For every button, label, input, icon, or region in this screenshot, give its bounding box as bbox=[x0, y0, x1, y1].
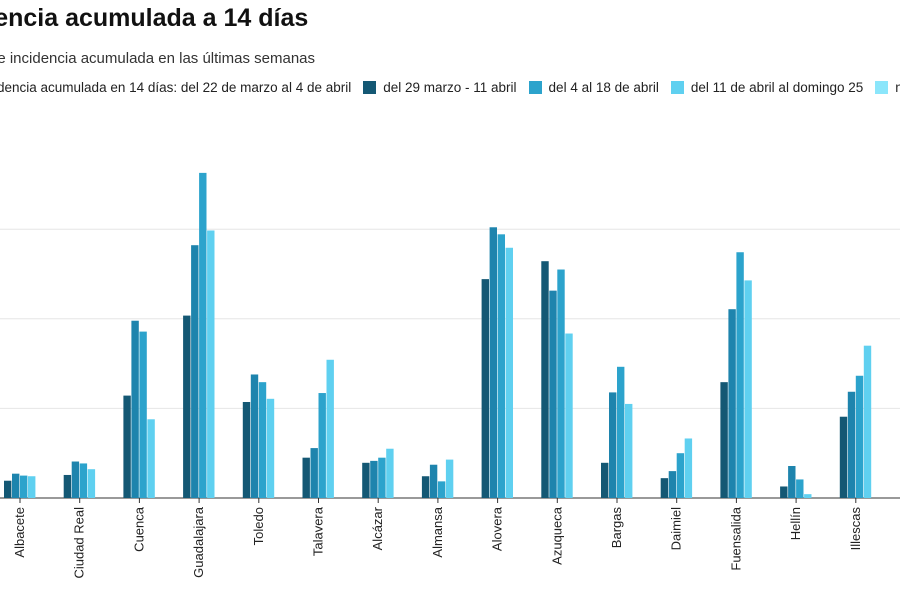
legend-label-1: idencia acumulada en 14 días: del 22 de … bbox=[0, 80, 352, 95]
bar-almansa-series-4 bbox=[445, 459, 454, 498]
x-tick-label-toledo: Toledo bbox=[251, 507, 266, 545]
bar-alc-zar-series-4 bbox=[386, 448, 394, 498]
bar-albacete-series-4 bbox=[28, 476, 36, 498]
bar-alovera-series-1 bbox=[481, 279, 489, 498]
bar-toledo-series-2 bbox=[250, 374, 259, 498]
bar-bargas-series-1 bbox=[601, 462, 609, 498]
x-tick-label-talavera: Talavera bbox=[311, 506, 326, 556]
bar-almansa-series-1 bbox=[421, 476, 430, 498]
bar-azuqueca-series-3 bbox=[557, 269, 565, 498]
bar-fuensalida-series-2 bbox=[728, 309, 736, 498]
bar-bargas-series-2 bbox=[609, 392, 617, 498]
legend-label-2: del 29 marzo - 11 abril bbox=[383, 80, 517, 95]
x-tick-label-alovera: Alovera bbox=[490, 506, 505, 551]
bar-guadalajara-series-4 bbox=[207, 230, 215, 499]
bar-alovera-series-2 bbox=[489, 227, 497, 498]
legend-item-3: del 4 al 18 de abril bbox=[528, 80, 659, 95]
bar-hell-n-series-2 bbox=[788, 466, 796, 498]
chart-subtitle: le incidencia acumulada en las últimas s… bbox=[0, 50, 316, 67]
x-tick-label-hell-n: Hellín bbox=[788, 507, 803, 540]
legend-item-5: n bbox=[875, 80, 900, 95]
bar-toledo-series-3 bbox=[258, 382, 267, 498]
bar-guadalajara-series-2 bbox=[191, 245, 199, 498]
bar-daimiel-series-2 bbox=[668, 471, 677, 498]
bar-fuensalida-series-4 bbox=[744, 280, 752, 498]
bar-albacete-series-2 bbox=[12, 473, 20, 498]
x-tick-label-cuenca: Cuenca bbox=[131, 506, 146, 552]
bar-talavera-series-3 bbox=[318, 393, 326, 498]
bar-bargas-series-3 bbox=[617, 366, 625, 498]
bar-ciudad-real-series-1 bbox=[63, 474, 72, 498]
legend-swatch-4 bbox=[670, 81, 684, 94]
bar-illescas-series-3 bbox=[855, 375, 864, 498]
bar-daimiel-series-4 bbox=[684, 438, 693, 498]
bar-cuenca-series-3 bbox=[139, 331, 147, 498]
chart-title: idencia acumulada a 14 días bbox=[0, 4, 309, 32]
x-tick-label-albacete: Albacete bbox=[12, 507, 27, 558]
bar-azuqueca-series-1 bbox=[541, 261, 549, 498]
bar-daimiel-series-1 bbox=[660, 478, 669, 498]
bar-hell-n-series-4 bbox=[804, 494, 812, 498]
bar-ciudad-real-series-2 bbox=[71, 461, 80, 498]
chart-legend: idencia acumulada en 14 días: del 22 de … bbox=[0, 80, 900, 95]
x-tick-label-daimiel: Daimiel bbox=[669, 507, 684, 550]
x-tick-label-guadalajara: Guadalajara bbox=[191, 506, 206, 578]
legend-item-4: del 11 de abril al domingo 25 bbox=[670, 80, 864, 95]
legend-label-4: del 11 de abril al domingo 25 bbox=[690, 80, 864, 95]
bar-daimiel-series-3 bbox=[676, 453, 685, 498]
legend-label-5: n bbox=[895, 80, 900, 95]
legend-label-3: del 4 al 18 de abril bbox=[548, 80, 659, 95]
x-tick-label-fuensalida: Fuensalida bbox=[728, 506, 743, 570]
bar-illescas-series-4 bbox=[863, 345, 872, 498]
bar-guadalajara-series-1 bbox=[183, 315, 191, 498]
bar-guadalajara-series-3 bbox=[199, 172, 207, 498]
bar-azuqueca-series-2 bbox=[549, 290, 557, 498]
bar-hell-n-series-1 bbox=[780, 486, 788, 498]
bar-toledo-series-1 bbox=[242, 402, 251, 498]
bar-ciudad-real-series-4 bbox=[87, 469, 96, 498]
bar-alc-zar-series-1 bbox=[362, 462, 370, 498]
bar-fuensalida-series-3 bbox=[736, 252, 744, 498]
bar-talavera-series-1 bbox=[302, 457, 310, 498]
bar-fuensalida-series-1 bbox=[720, 382, 728, 498]
bar-alc-zar-series-3 bbox=[378, 457, 386, 498]
bar-cuenca-series-2 bbox=[131, 320, 139, 498]
bar-ciudad-real-series-3 bbox=[79, 463, 88, 498]
bar-toledo-series-4 bbox=[266, 398, 275, 498]
legend-swatch-2 bbox=[363, 81, 377, 94]
x-tick-label-ciudad-real: Ciudad Real bbox=[72, 507, 87, 579]
bar-albacete-series-1 bbox=[4, 480, 12, 498]
bar-illescas-series-2 bbox=[847, 391, 856, 498]
bar-albacete-series-3 bbox=[20, 475, 28, 498]
bar-cuenca-series-1 bbox=[123, 395, 131, 498]
bar-talavera-series-2 bbox=[310, 448, 318, 498]
bar-illescas-series-1 bbox=[839, 416, 848, 498]
bar-alc-zar-series-2 bbox=[370, 460, 378, 498]
bar-almansa-series-3 bbox=[437, 481, 446, 498]
legend-item-2: del 29 marzo - 11 abril bbox=[363, 80, 517, 95]
bar-hell-n-series-3 bbox=[796, 479, 804, 498]
bar-talavera-series-4 bbox=[326, 359, 334, 498]
legend-item-1: idencia acumulada en 14 días: del 22 de … bbox=[0, 80, 351, 95]
bar-bargas-series-4 bbox=[625, 403, 633, 498]
x-tick-label-illescas: Illescas bbox=[848, 507, 863, 551]
x-tick-label-azuqueca: Azuqueca bbox=[549, 506, 564, 565]
x-tick-label-alc-zar: Alcázar bbox=[370, 506, 385, 550]
x-tick-label-bargas: Bargas bbox=[609, 507, 624, 549]
bar-azuqueca-series-4 bbox=[565, 333, 573, 498]
bar-cuenca-series-4 bbox=[147, 419, 155, 498]
legend-swatch-3 bbox=[528, 81, 542, 94]
bar-alovera-series-3 bbox=[497, 234, 505, 498]
bar-alovera-series-4 bbox=[505, 247, 513, 498]
bar-almansa-series-2 bbox=[429, 464, 438, 498]
legend-swatch-5 bbox=[875, 81, 889, 94]
x-tick-label-almansa: Almansa bbox=[430, 506, 445, 557]
